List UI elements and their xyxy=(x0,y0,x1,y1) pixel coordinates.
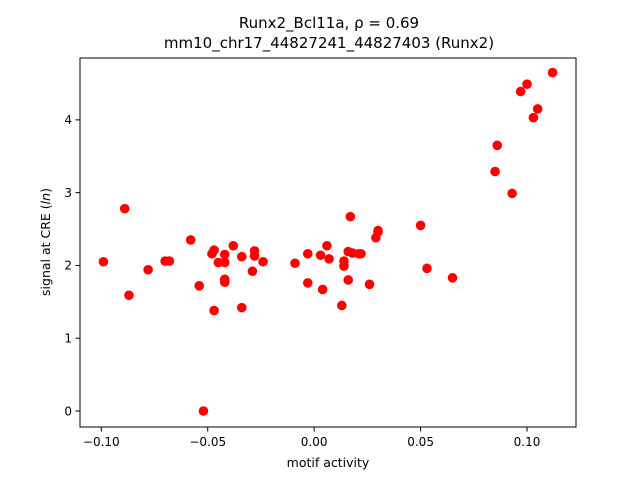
data-point xyxy=(302,248,313,259)
data-point xyxy=(522,79,532,89)
y-tick-label: 4 xyxy=(64,113,72,127)
data-point xyxy=(98,256,109,267)
chart-title-line-2: mm10_chr17_44827241_44827403 (Runx2) xyxy=(164,34,494,53)
x-tick-label: 0.05 xyxy=(407,435,434,449)
x-tick-label: 0.00 xyxy=(301,435,328,449)
data-point xyxy=(528,112,539,123)
data-point xyxy=(507,188,517,199)
y-tick-label: 1 xyxy=(64,332,72,346)
x-axis-ticks: −0.10 −0.05 0.00 0.05 0.10 xyxy=(83,427,541,449)
data-point xyxy=(422,263,432,274)
data-point xyxy=(236,251,247,262)
chart-title-line-1: Runx2_Bcl11a, ρ = 0.69 xyxy=(239,14,419,33)
y-tick-label: 2 xyxy=(64,259,72,273)
data-point xyxy=(547,67,558,78)
data-point xyxy=(339,261,349,271)
data-point xyxy=(249,251,260,261)
y-tick-label: 0 xyxy=(64,404,72,418)
data-point xyxy=(164,256,175,266)
data-point xyxy=(515,86,526,97)
y-axis-label: signal at CRE (ln) xyxy=(38,188,53,296)
data-point xyxy=(290,258,300,269)
data-points xyxy=(98,67,558,416)
plot-frame xyxy=(79,57,577,428)
data-point xyxy=(415,220,426,231)
data-point xyxy=(532,104,543,114)
x-axis-label: motif activity xyxy=(287,455,370,470)
data-point xyxy=(345,211,356,222)
data-point xyxy=(185,235,196,245)
data-point xyxy=(124,290,134,301)
data-point xyxy=(337,300,347,311)
data-point xyxy=(364,279,375,290)
data-point xyxy=(302,278,313,288)
data-point xyxy=(119,203,130,214)
data-point xyxy=(315,250,326,261)
x-tick-label: −0.05 xyxy=(189,435,226,449)
data-point xyxy=(198,406,209,416)
data-point xyxy=(228,240,239,251)
plot-area: −0.10 −0.05 0.00 0.05 0.10 0 1 2 3 4 xyxy=(64,57,577,449)
data-point xyxy=(219,257,230,268)
data-point xyxy=(447,273,458,283)
data-point xyxy=(143,264,153,275)
data-point xyxy=(343,275,354,285)
data-point xyxy=(490,166,500,177)
x-tick-label: 0.10 xyxy=(514,435,541,449)
data-point xyxy=(219,249,230,260)
data-point xyxy=(373,225,383,236)
y-axis-ticks: 0 1 2 3 4 xyxy=(64,113,80,418)
y-tick-label: 3 xyxy=(64,186,72,200)
data-point xyxy=(324,254,334,264)
data-point xyxy=(209,305,219,316)
data-point xyxy=(356,248,366,259)
data-point xyxy=(492,140,503,151)
data-point xyxy=(194,281,205,291)
data-point xyxy=(317,284,328,295)
data-point xyxy=(236,302,247,313)
data-point xyxy=(247,266,258,277)
x-tick-label: −0.10 xyxy=(83,435,120,449)
data-point xyxy=(209,245,219,255)
data-point xyxy=(219,277,230,287)
data-point xyxy=(258,256,268,267)
data-point xyxy=(322,240,332,251)
